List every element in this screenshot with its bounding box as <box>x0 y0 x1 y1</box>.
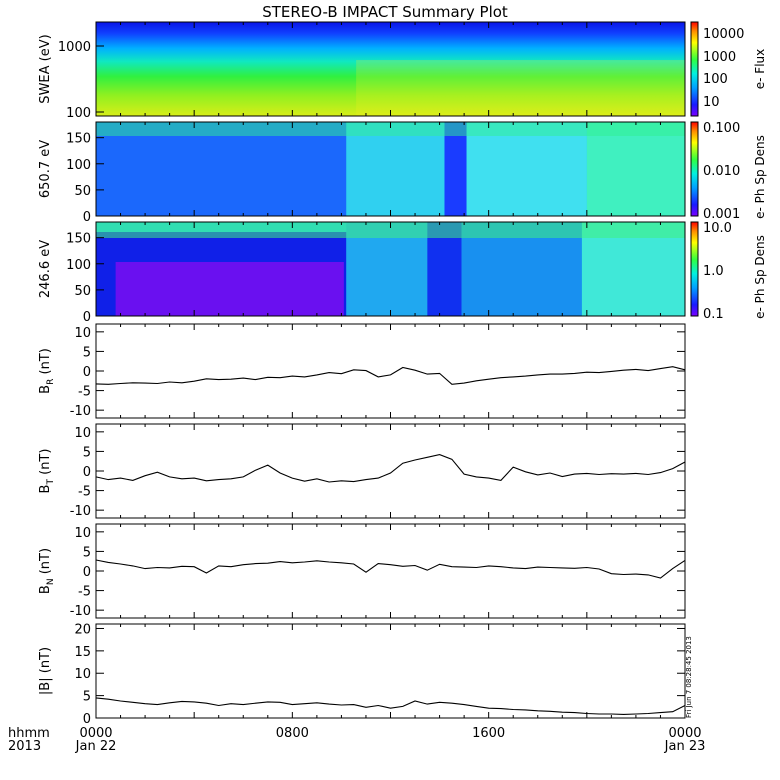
colorbar-tick-label: 0.001 <box>703 207 740 222</box>
pad-ylabel: 650.7 eV <box>38 140 53 198</box>
y-tick-label: 10 <box>74 426 91 441</box>
y-tick-label: 5 <box>83 445 91 460</box>
colorbar <box>690 121 699 217</box>
pad-ylabel: 246.6 eV <box>38 240 53 298</box>
y-tick-label: 10 <box>74 667 91 682</box>
field-trace <box>95 454 686 483</box>
y-tick-label: 10 <box>74 326 91 341</box>
colorbar-label: e- Flux <box>753 49 767 89</box>
y-tick-label: 5 <box>83 690 91 705</box>
pad-650-band <box>444 122 467 216</box>
x-tick-date: Jan 22 <box>75 739 117 754</box>
y-tick-label: 0 <box>83 310 91 325</box>
swea-spectrogram <box>96 22 685 116</box>
y-tick-label: 0 <box>83 465 91 480</box>
panel-frame <box>95 623 686 719</box>
y-tick-label: 0 <box>83 565 91 580</box>
x-tick-label: 0000 <box>668 726 701 741</box>
pad-246-core <box>115 262 344 316</box>
pad-650-band <box>96 122 347 216</box>
y-tick-label: 50 <box>74 284 91 299</box>
colorbar-tick-label: 0.100 <box>703 121 740 136</box>
field-trace <box>95 697 686 715</box>
pad-650-top <box>96 122 685 136</box>
y-tick-label: 20 <box>74 622 91 637</box>
field-ylabel: |B| (nT) <box>38 647 53 695</box>
y-tick-label: 100 <box>66 106 91 121</box>
panel-frame <box>95 423 686 519</box>
x-tick-date: Jan 23 <box>664 739 706 754</box>
y-tick-label: -10 <box>70 504 91 519</box>
y-tick-label: 15 <box>74 645 91 660</box>
x-tick-label: 0800 <box>276 726 309 741</box>
field-ylabel: BR (nT) <box>38 348 56 394</box>
colorbar-tick-label: 1000 <box>703 50 736 65</box>
colorbar-label: e- Ph Sp Dens <box>753 135 767 219</box>
colorbar-tick-label: 100 <box>703 72 728 87</box>
colorbar-tick-label: 1.0 <box>703 264 724 279</box>
y-tick-label: 5 <box>83 545 91 560</box>
field-trace <box>95 559 686 579</box>
colorbar-tick-label: 0.010 <box>703 164 740 179</box>
colorbar <box>690 21 699 117</box>
y-tick-label: 10 <box>74 526 91 541</box>
pad-246-top <box>96 222 685 238</box>
x-tick-label: 0000 <box>79 726 112 741</box>
y-tick-label: 100 <box>66 258 91 273</box>
year-axis-label: 2013 <box>8 739 41 754</box>
y-tick-label: -10 <box>70 604 91 619</box>
pad-650-band <box>346 122 445 216</box>
y-tick-label: 5 <box>83 345 91 360</box>
y-tick-label: 100 <box>66 158 91 173</box>
field-trace <box>95 366 686 385</box>
y-tick-label: 1000 <box>58 40 91 55</box>
swea-ylabel: SWEA (eV) <box>38 34 53 103</box>
pad-650-band <box>586 122 685 216</box>
colorbar <box>690 221 699 317</box>
y-tick-label: 50 <box>74 184 91 199</box>
plot-title: STEREO-B IMPACT Summary Plot <box>262 3 508 21</box>
plot-timestamp: Fri Jun 7 08:28:45 2013 <box>685 636 693 718</box>
panel-frame <box>95 523 686 619</box>
field-ylabel: BN (nT) <box>38 548 56 594</box>
y-tick-label: 150 <box>66 232 91 247</box>
pad-650-band <box>466 122 587 216</box>
field-ylabel: BT (nT) <box>38 449 56 494</box>
colorbar-tick-label: 0.1 <box>703 307 724 322</box>
panel-frame <box>95 323 686 419</box>
x-tick-label: 1600 <box>472 726 505 741</box>
time-axis-label: hhmm <box>8 726 50 741</box>
colorbar-tick-label: 10000 <box>703 27 744 42</box>
colorbar-tick-label: 10 <box>703 95 720 110</box>
colorbar-label: e- Ph Sp Dens <box>753 235 767 319</box>
colorbar-tick-label: 10.0 <box>703 221 732 236</box>
y-tick-label: 150 <box>66 132 91 147</box>
y-tick-label: 0 <box>83 365 91 380</box>
y-tick-label: -10 <box>70 404 91 419</box>
y-tick-label: -5 <box>78 585 91 600</box>
swea-brightening <box>356 60 685 116</box>
y-tick-label: -5 <box>78 385 91 400</box>
y-tick-label: 0 <box>83 712 91 727</box>
y-tick-label: 0 <box>83 210 91 225</box>
y-tick-label: -5 <box>78 485 91 500</box>
